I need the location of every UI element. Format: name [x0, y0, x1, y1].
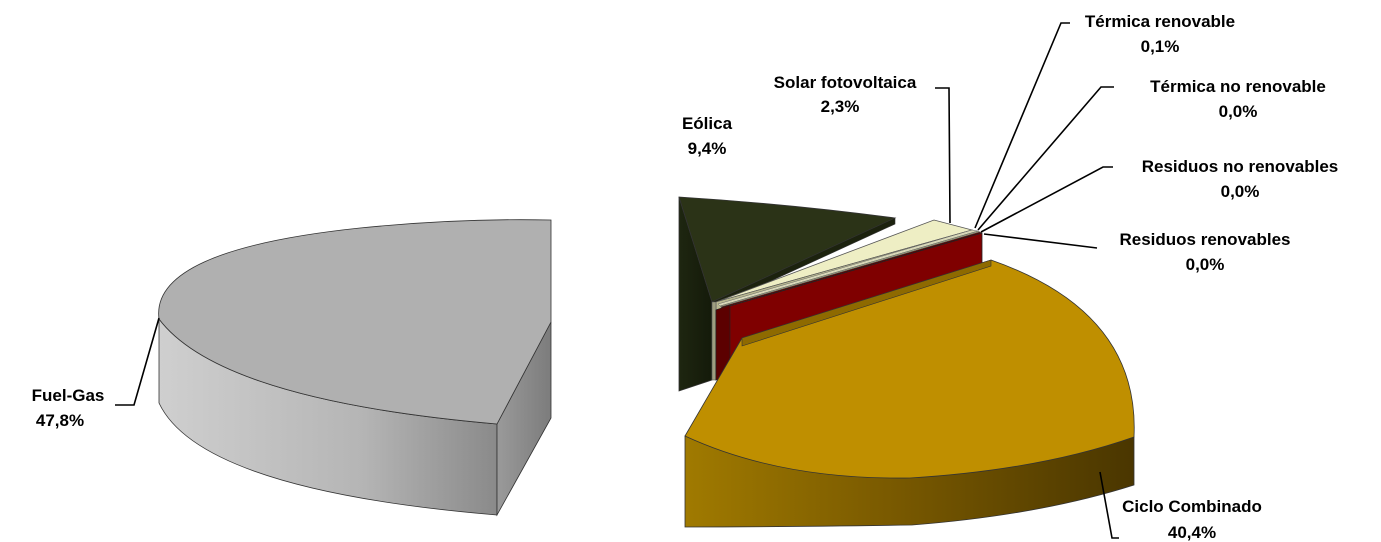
slice-ciclo-combinado-top	[684, 259, 1135, 479]
leader-termica-renovable	[974, 22, 1070, 229]
value-termica-no-renovable: 0,0%	[1219, 102, 1258, 121]
slice-fuel-gas-top	[158, 219, 552, 425]
leader-solar-fotovoltaica	[935, 87, 951, 224]
value-eolica: 9,4%	[688, 139, 727, 158]
label-termica-renovable: Térmica renovable	[1085, 12, 1235, 31]
slice-ciclo-combinado	[684, 259, 1135, 528]
label-fuel-gas: Fuel-Gas	[32, 386, 105, 405]
label-ciclo-combinado: Ciclo Combinado	[1122, 497, 1262, 516]
leader-fuel-gas	[115, 317, 160, 406]
value-solar-fotovoltaica: 2,3%	[821, 97, 860, 116]
value-residuos-renovables: 0,0%	[1186, 255, 1225, 274]
value-ciclo-combinado: 40,4%	[1168, 523, 1216, 542]
slice-eolica-top	[678, 196, 897, 303]
value-fuel-gas: 47,8%	[36, 411, 84, 430]
leader-termica-no-renovable	[977, 86, 1114, 231]
label-eolica: Eólica	[682, 114, 733, 133]
label-solar-fotovoltaica: Solar fotovoltaica	[774, 73, 917, 92]
slice-fuel-gas	[158, 219, 552, 517]
label-residuos-renovables: Residuos renovables	[1119, 230, 1290, 249]
leader-residuos-renovables	[983, 233, 1098, 249]
value-residuos-no-renovables: 0,0%	[1221, 182, 1260, 201]
label-residuos-no-renovables: Residuos no renovables	[1142, 157, 1339, 176]
leader-residuos-no-renovables	[980, 166, 1113, 233]
slice-eolica	[678, 196, 897, 392]
slice-solar-fotovoltaica-edge	[711, 301, 717, 381]
leader-ciclo-combinado	[1099, 471, 1119, 539]
label-termica-no-renovable: Térmica no renovable	[1150, 77, 1326, 96]
slice-ciclo-combinado-cut	[741, 259, 992, 347]
value-termica-renovable: 0,1%	[1141, 37, 1180, 56]
